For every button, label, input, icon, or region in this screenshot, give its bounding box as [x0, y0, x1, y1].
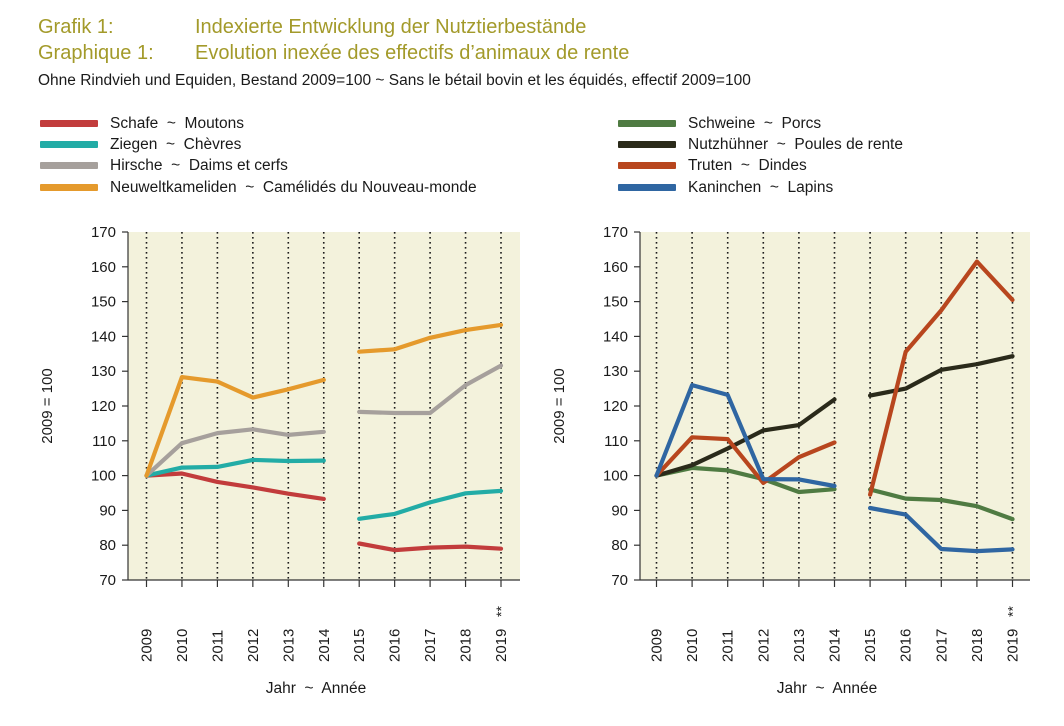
y-axis-title-left: 2009 = 100 [39, 368, 56, 444]
y-tick-label-90: 90 [99, 502, 116, 519]
chart-title-fr: Graphique 1: Evolution inexée des effecti… [38, 42, 629, 65]
legend-label: Hirsche ~ Daims et cerfs [110, 157, 288, 174]
y-tick-label-70: 70 [99, 572, 116, 589]
x-tick-label-2019: 2019 [1005, 629, 1022, 662]
series-line-hirsche-1 [144, 427, 326, 478]
series-line-truten-2 [867, 259, 1015, 497]
x-axis-title-right: Jahr ~ Année [777, 680, 877, 697]
legend-swatch [40, 162, 98, 169]
series-line-neuweltkameliden-1 [144, 375, 326, 478]
legend-label: Schweine ~ Porcs [688, 115, 822, 132]
x-tick-label-2010: 2010 [684, 629, 701, 662]
chart-subtitle: Ohne Rindvieh und Equiden, Bestand 2009=… [38, 72, 751, 89]
y-tick-label-160: 160 [91, 259, 116, 276]
y-tick-label-130: 130 [603, 363, 628, 380]
y-tick-label-120: 120 [603, 398, 628, 415]
chart-title-de: Grafik 1: Indexierte Entwicklung der Nutz… [38, 16, 586, 39]
legend-label: Nutzhühner ~ Poules de rente [688, 136, 903, 153]
x-tick-label-2014: 2014 [316, 629, 333, 662]
title-text-de: Indexierte Entwicklung der Nutztierbestä… [195, 16, 587, 38]
legend-swatch [618, 141, 676, 148]
x-tick-label-2015: 2015 [351, 629, 368, 662]
legend-label: Neuweltkameliden ~ Camélidés du Nouveau-… [110, 179, 477, 196]
x-tick-label-2009: 2009 [139, 629, 156, 662]
x-tick-label-2019: 2019 [493, 629, 510, 662]
legend-swatch [618, 162, 676, 169]
x-tick-label-2014: 2014 [827, 629, 844, 662]
series-line-schweine-1 [654, 465, 837, 495]
series-line-truten-1 [654, 435, 837, 485]
legend-swatch [618, 184, 676, 191]
series-line-schafe-2 [357, 541, 504, 553]
series-line-hirsche-2 [357, 363, 504, 416]
series-line-neuweltkameliden-2 [357, 322, 504, 354]
x-tick-label-2011: 2011 [209, 630, 226, 662]
x-tick-label-2018: 2018 [969, 629, 986, 662]
y-tick-label-170: 170 [603, 224, 628, 241]
legend-label: Truten ~ Dindes [688, 157, 807, 174]
y-tick-label-150: 150 [91, 294, 116, 311]
y-tick-label-110: 110 [604, 433, 628, 450]
legend-swatch [40, 120, 98, 127]
chart-panel-left: 70 80 90 100 110 120 130 140 150 160 170 2009 2010 20… [39, 224, 520, 697]
y-tick-label-110: 110 [92, 433, 116, 450]
legend-swatch [40, 184, 98, 191]
y-axis-title-right: 2009 = 100 [551, 368, 568, 444]
title-label-de: Grafik 1: [38, 16, 114, 38]
x-tick-label-2012: 2012 [755, 629, 772, 662]
x-axis-title-left: Jahr ~ Année [266, 680, 366, 697]
x-tick-label-2010: 2010 [174, 629, 191, 662]
series-line-ziegen-1 [144, 457, 326, 478]
x-tick-label-2016: 2016 [387, 629, 404, 662]
y-tick-label-100: 100 [91, 468, 116, 485]
x-tick-label-2017: 2017 [422, 629, 439, 662]
y-tick-label-90: 90 [611, 502, 628, 519]
legend-label: Schafe ~ Moutons [110, 115, 244, 132]
x-tick-label-2017: 2017 [933, 629, 950, 662]
y-tick-label-140: 140 [603, 328, 628, 345]
y-tick-label-140: 140 [91, 328, 116, 345]
y-tick-label-130: 130 [91, 363, 116, 380]
y-tick-label-170: 170 [91, 224, 116, 241]
y-tick-label-80: 80 [99, 537, 116, 554]
x-tick-mark-left: ** [493, 606, 509, 617]
y-tick-label-160: 160 [603, 259, 628, 276]
title-label-fr: Graphique 1: [38, 42, 154, 64]
legend-swatch [40, 141, 98, 148]
x-tick-mark-right: ** [1005, 606, 1021, 617]
series-line-schafe-1 [144, 471, 326, 501]
legend-label: Ziegen ~ Chèvres [110, 136, 242, 153]
x-tick-label-2013: 2013 [791, 629, 808, 662]
y-tick-label-80: 80 [611, 537, 628, 554]
series-line-schweine-2 [867, 487, 1015, 522]
y-tick-label-120: 120 [91, 398, 116, 415]
series-line-kaninchen-2 [867, 505, 1015, 554]
series-line-ziegen-2 [357, 488, 504, 521]
series-line-kaninchen-1 [654, 383, 837, 489]
x-tick-label-2011: 2011 [720, 630, 737, 662]
legend-swatch [618, 120, 676, 127]
x-tick-label-2012: 2012 [245, 629, 262, 662]
x-tick-label-2013: 2013 [280, 629, 297, 662]
x-tick-label-2015: 2015 [862, 629, 879, 662]
x-tick-label-2009: 2009 [649, 629, 666, 662]
x-tick-label-2016: 2016 [898, 629, 915, 662]
legend-label: Kaninchen ~ Lapins [688, 179, 834, 196]
x-tick-label-2018: 2018 [458, 629, 475, 662]
y-tick-label-100: 100 [603, 468, 628, 485]
chart-panel-right: 70 80 90 100 110 120 130 140 150 160 170 2009 2010 20… [551, 224, 1030, 697]
y-tick-label-150: 150 [603, 294, 628, 311]
title-text-fr: Evolution inexée des effectifs d’animaux… [195, 42, 630, 64]
y-tick-label-70: 70 [611, 572, 628, 589]
